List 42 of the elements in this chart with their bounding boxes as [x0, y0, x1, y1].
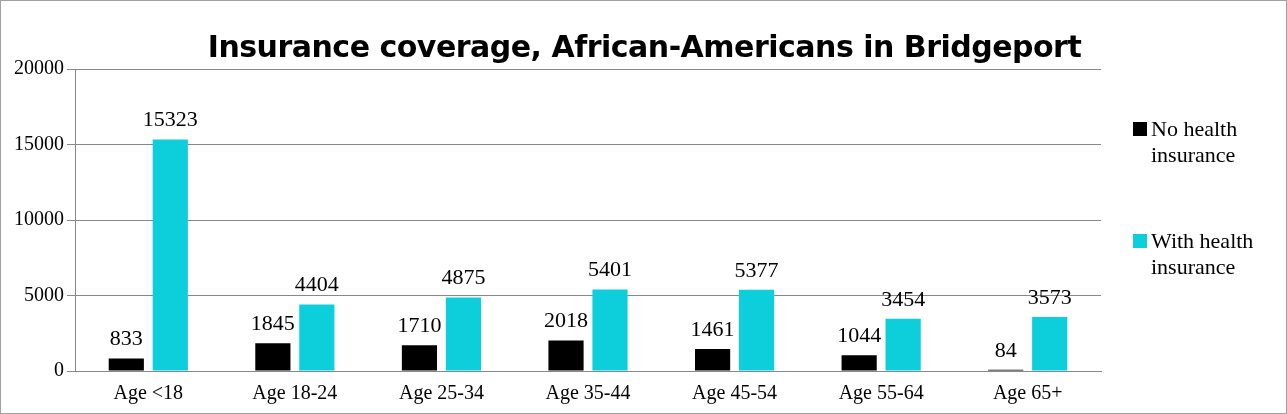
data-label: 1044 [837, 322, 882, 348]
data-label: 4404 [294, 271, 339, 297]
bar [592, 289, 628, 371]
data-label: 3573 [1027, 283, 1072, 309]
legend-label: No health insurance [1151, 116, 1239, 168]
x-tick-label: Age 65+ [992, 381, 1063, 405]
bar [841, 355, 877, 371]
chart-title: Insurance coverage, African-Americans in Bridgeport [207, 29, 1082, 64]
y-tick-label: 10000 [14, 207, 64, 230]
bar [885, 318, 921, 371]
bar [445, 297, 481, 371]
data-label: 5377 [734, 256, 779, 282]
legend-label: With health insurance [1151, 228, 1255, 280]
data-label: 2018 [544, 307, 589, 333]
data-label: 84 [994, 336, 1017, 362]
y-tick-label: 15000 [14, 131, 64, 154]
data-label: 3454 [881, 285, 926, 311]
data-label: 1710 [397, 311, 442, 337]
x-tick-label: Age 45-54 [692, 381, 778, 405]
data-label: 833 [109, 325, 143, 351]
data-label: 4875 [441, 264, 486, 290]
bar [108, 358, 144, 371]
bar [401, 345, 438, 371]
bar [1032, 317, 1068, 371]
bar [255, 343, 291, 371]
x-tick-label: Age 55-64 [838, 381, 924, 405]
data-label: 5401 [587, 256, 632, 282]
y-tick-label: 0 [54, 358, 64, 381]
bar [299, 304, 335, 371]
bar [738, 289, 775, 371]
y-tick-label: 5000 [24, 282, 64, 305]
bar [695, 348, 731, 371]
x-tick-label: Age <18 [113, 381, 184, 405]
data-label: 1845 [250, 309, 295, 335]
data-label: 15323 [142, 106, 198, 132]
x-tick-label: Age 18-24 [252, 381, 338, 405]
bar [152, 139, 188, 371]
x-tick-label: Age 25-34 [398, 381, 484, 405]
y-tick-label: 20000 [14, 56, 64, 79]
bar [548, 340, 584, 371]
x-tick-label: Age 35-44 [545, 381, 631, 405]
data-label: 1461 [690, 315, 735, 341]
